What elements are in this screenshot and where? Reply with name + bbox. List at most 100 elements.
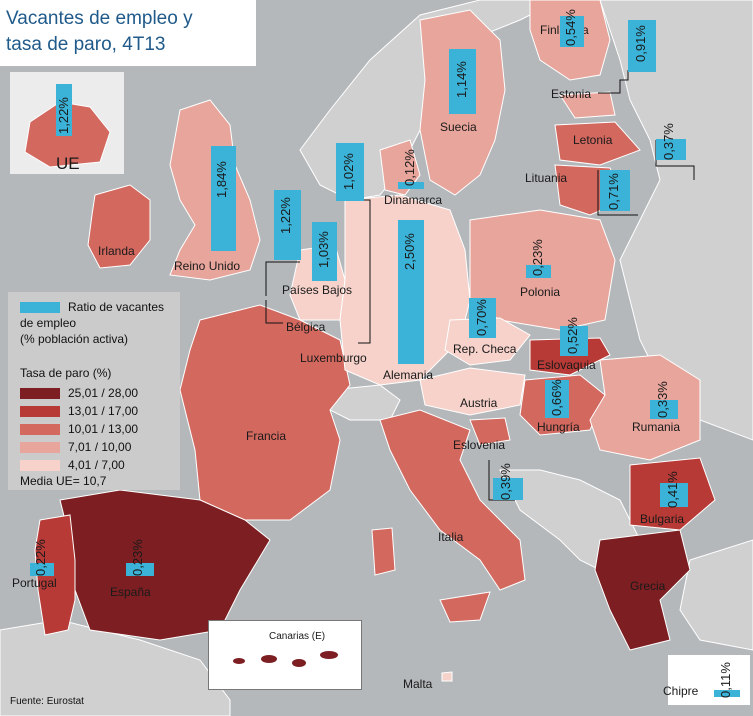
label-paises-bajos: Países Bajos xyxy=(282,283,353,297)
land-czech xyxy=(444,317,531,366)
eu-vacancy-label: 1,22% xyxy=(56,97,71,134)
label-luxemburgo: Luxemburgo xyxy=(300,351,367,365)
legend-class-4: 7,01 / 10,00 xyxy=(68,440,132,454)
bar-suecia xyxy=(449,49,476,114)
land-austria xyxy=(419,367,526,416)
label-portugal: Portugal xyxy=(12,576,57,590)
legend-class-1: 25,01 / 28,00 xyxy=(68,386,139,400)
bar-hungria xyxy=(545,380,569,418)
label-italia: Italia xyxy=(438,530,464,544)
land-slovakia xyxy=(529,337,611,376)
source-note: Fuente: Eurostat xyxy=(10,696,84,707)
legend-class-3: 10,01 / 13,00 xyxy=(68,422,139,436)
legend-bar-label-3: (% población activa) xyxy=(20,332,129,346)
vacancy-eslovaquia: 0,52% xyxy=(565,317,580,354)
label-eslovenia: Eslovenia xyxy=(453,438,506,452)
canarias-label: Canarias (E) xyxy=(269,631,326,642)
eu-vacancy-bar xyxy=(56,84,72,136)
bar-rep-checa xyxy=(469,298,496,338)
label-bulgaria: Bulgaria xyxy=(640,512,685,526)
label-espana: España xyxy=(110,585,151,599)
vacancy-polonia: 0,23% xyxy=(530,239,545,276)
land-slovenia xyxy=(469,417,511,446)
land-romania xyxy=(589,354,701,461)
land-ireland xyxy=(87,184,151,269)
eu-inset-label: UE xyxy=(56,154,80,173)
label-alemania: Alemania xyxy=(383,368,434,382)
vacancy-rumania: 0,33% xyxy=(655,381,670,418)
vacancy-bulgaria: 0,41% xyxy=(665,471,680,508)
legend-swatch-5 xyxy=(20,460,60,471)
land-sicily xyxy=(439,591,491,623)
vacancy-letonia: 0,37% xyxy=(661,123,676,160)
legend-class-5: 4,01 / 7,00 xyxy=(68,458,125,472)
bar-reino-unido xyxy=(211,146,236,251)
eu-inset: 1,22% UE xyxy=(10,72,124,174)
bar-belgica xyxy=(312,222,337,281)
title-box: Vacantes de empleo y tasa de paro, 4T13 xyxy=(0,0,256,66)
label-eslovaquia: Eslovaquia xyxy=(537,358,596,372)
vacancy-suecia: 1,14% xyxy=(454,61,469,98)
land-sardinia xyxy=(371,527,396,576)
legend: Ratio de vacantes de empleo (% población… xyxy=(8,292,180,490)
bar-portugal xyxy=(30,563,54,576)
vacancy-luxemburgo: 1,02% xyxy=(341,153,356,190)
label-belgica: Bélgica xyxy=(286,320,326,334)
legend-swatch-2 xyxy=(20,406,60,417)
land-russia-east xyxy=(599,0,753,441)
land-italy xyxy=(379,409,526,591)
label-rumania: Rumania xyxy=(632,420,681,434)
label-suecia: Suecia xyxy=(440,120,477,134)
label-irlanda: Irlanda xyxy=(98,244,135,258)
vacancy-alemania: 2,50% xyxy=(402,233,417,270)
bar-polonia xyxy=(526,265,551,278)
legend-bar-label-2: de empleo xyxy=(20,316,77,330)
legend-swatch-3 xyxy=(20,424,60,435)
label-malta: Malta xyxy=(403,677,433,691)
land-turkey xyxy=(679,539,753,651)
legend-eu-average: Media UE= 10,7 xyxy=(20,474,107,488)
vacancy-reino-unido: 1,84% xyxy=(214,161,229,198)
map-title-line2: tasa de paro, 4T13 xyxy=(6,34,166,55)
label-estonia: Estonia xyxy=(551,87,592,101)
bar-lituania xyxy=(600,170,630,211)
bar-letonia xyxy=(656,139,686,160)
vacancy-espana: 0,23% xyxy=(130,539,145,576)
vacancy-chipre: 0,11% xyxy=(718,662,733,698)
bar-estonia xyxy=(628,20,656,72)
bar-espana xyxy=(126,563,154,576)
land-estonia xyxy=(559,91,616,119)
bar-eslovaquia xyxy=(560,326,588,356)
land-malta xyxy=(441,671,453,682)
vacancy-finlandia: 0,54% xyxy=(563,9,578,46)
vacancy-hungria: 0,66% xyxy=(549,379,564,416)
legend-swatch-4 xyxy=(20,442,60,453)
bar-paises-bajos xyxy=(274,190,301,260)
label-reino-unido: Reino Unido xyxy=(174,259,241,273)
label-chipre: Chipre xyxy=(663,684,699,698)
land-greece xyxy=(594,529,691,651)
label-dinamarca: Dinamarca xyxy=(384,193,443,207)
vacancy-belgica: 1,03% xyxy=(316,231,331,268)
legend-bar-label-1: Ratio de vacantes xyxy=(68,300,165,314)
label-lituania: Lituania xyxy=(525,171,568,185)
land-latvia xyxy=(554,121,641,166)
vacancy-rep-checa: 0,70% xyxy=(474,299,489,336)
land-france xyxy=(179,304,351,521)
vacancy-estonia: 0,91% xyxy=(633,25,648,62)
canarias-inset: Canarias (E) xyxy=(208,620,362,690)
legend-bar-swatch xyxy=(20,302,60,313)
bar-dinamarca xyxy=(398,182,424,189)
legend-unemployment-title: Tasa de paro (%) xyxy=(20,366,112,380)
legend-class-2: 13,01 / 17,00 xyxy=(68,404,139,418)
label-grecia: Grecia xyxy=(630,579,666,593)
vacancy-paises-bajos: 1,22% xyxy=(278,197,293,234)
label-hungria: Hungría xyxy=(537,420,580,434)
bar-bulgaria xyxy=(660,483,688,507)
bar-chipre xyxy=(714,690,740,697)
vacancy-lituania: 0,71% xyxy=(606,173,621,210)
canarias-islands xyxy=(233,651,338,667)
label-francia: Francia xyxy=(246,429,287,443)
label-austria: Austria xyxy=(460,396,498,410)
